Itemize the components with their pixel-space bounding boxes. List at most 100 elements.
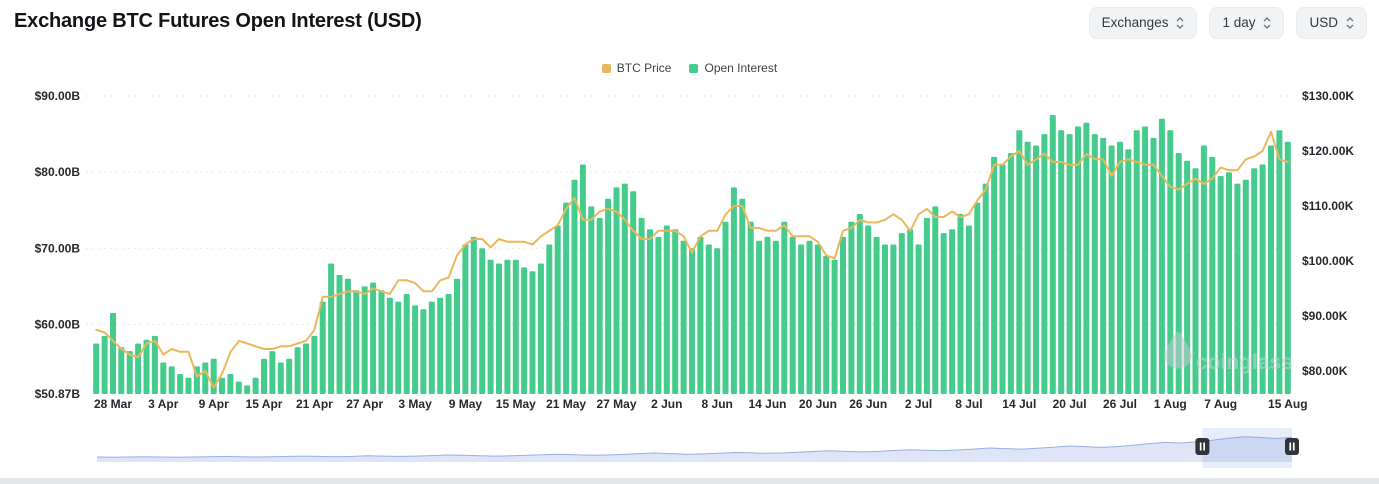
navigator-handle-right[interactable] — [1285, 438, 1299, 455]
open-interest-bar[interactable] — [680, 240, 687, 394]
open-interest-bar[interactable] — [252, 377, 259, 394]
open-interest-bar[interactable] — [277, 362, 284, 395]
open-interest-bar[interactable] — [328, 263, 335, 395]
open-interest-bar[interactable] — [1142, 126, 1149, 395]
open-interest-bar[interactable] — [1268, 145, 1274, 395]
open-interest-bar[interactable] — [1066, 134, 1073, 394]
open-interest-bar[interactable] — [395, 301, 402, 394]
open-interest-bar[interactable] — [848, 221, 855, 394]
open-interest-bar[interactable] — [1192, 168, 1199, 394]
open-interest-bar[interactable] — [957, 214, 964, 394]
main-chart-area[interactable]: coinglass $90.00B $80.00B $70.00B $60.00B $50… — [0, 88, 1379, 429]
open-interest-bar[interactable] — [663, 225, 670, 395]
open-interest-bar[interactable] — [1083, 122, 1090, 394]
navigator-selection[interactable] — [1202, 428, 1292, 468]
open-interest-bar[interactable] — [311, 335, 318, 394]
open-interest-bar[interactable] — [420, 309, 427, 394]
open-interest-bar[interactable] — [1167, 130, 1174, 395]
open-interest-bar[interactable] — [1117, 141, 1123, 394]
interval-dropdown[interactable]: 1 day — [1209, 7, 1285, 40]
navigator-area[interactable] — [97, 436, 1292, 462]
chart-navigator[interactable] — [0, 428, 1379, 473]
open-interest-bar[interactable] — [361, 286, 368, 394]
open-interest-bar[interactable] — [630, 191, 637, 394]
open-interest-bar[interactable] — [1125, 149, 1132, 394]
open-interest-bar[interactable] — [923, 217, 930, 394]
open-interest-bar[interactable] — [168, 366, 175, 394]
open-interest-bar[interactable] — [865, 225, 872, 395]
open-interest-bar[interactable] — [1234, 183, 1241, 394]
open-interest-bar[interactable] — [386, 297, 393, 394]
open-interest-bar[interactable] — [915, 244, 922, 395]
open-interest-bar[interactable] — [840, 236, 846, 394]
open-interest-bar[interactable] — [1033, 145, 1039, 395]
open-interest-bar[interactable] — [1209, 156, 1216, 394]
open-interest-bar[interactable] — [496, 263, 502, 395]
open-interest-bar[interactable] — [1049, 115, 1056, 394]
open-interest-bar[interactable] — [1226, 172, 1232, 394]
open-interest-bar[interactable] — [336, 275, 343, 394]
open-interest-bar[interactable] — [579, 164, 586, 395]
open-interest-bar[interactable] — [1100, 137, 1107, 394]
open-interest-bar[interactable] — [739, 198, 746, 394]
open-interest-bar[interactable] — [697, 236, 704, 394]
open-interest-bar[interactable] — [596, 217, 603, 394]
open-interest-bar[interactable] — [1251, 168, 1258, 394]
open-interest-bar[interactable] — [1242, 179, 1249, 394]
open-interest-bar[interactable] — [772, 240, 779, 394]
open-interest-bar[interactable] — [705, 244, 712, 395]
open-interest-bar[interactable] — [974, 202, 981, 394]
open-interest-bar[interactable] — [454, 278, 460, 394]
open-interest-bar[interactable] — [521, 267, 528, 394]
open-interest-bar[interactable] — [319, 301, 326, 394]
open-interest-bar[interactable] — [932, 206, 939, 394]
open-interest-bar[interactable] — [1184, 160, 1191, 394]
open-interest-bar[interactable] — [873, 236, 880, 394]
open-interest-bar[interactable] — [1284, 141, 1291, 394]
open-interest-bar[interactable] — [269, 351, 276, 394]
open-interest-bar[interactable] — [823, 255, 830, 394]
open-interest-bar[interactable] — [462, 244, 469, 395]
open-interest-bar[interactable] — [982, 183, 989, 394]
open-interest-bar[interactable] — [487, 259, 494, 394]
open-interest-bar[interactable] — [235, 381, 242, 394]
open-interest-bar[interactable] — [143, 339, 150, 394]
navigator-handle-left[interactable] — [1195, 438, 1210, 455]
open-interest-bar[interactable] — [831, 259, 838, 394]
open-interest-bar[interactable] — [202, 362, 209, 395]
open-interest-bar[interactable] — [672, 229, 679, 394]
open-interest-bar[interactable] — [1200, 145, 1207, 395]
open-interest-bar[interactable] — [126, 351, 133, 394]
open-interest-bar[interactable] — [781, 221, 788, 394]
open-interest-bar[interactable] — [882, 244, 888, 395]
open-interest-bar[interactable] — [537, 263, 544, 395]
open-interest-bar[interactable] — [110, 313, 116, 394]
legend-item-btc-price[interactable]: BTC Price — [601, 61, 671, 75]
open-interest-bar[interactable] — [1024, 141, 1031, 394]
open-interest-bar[interactable] — [428, 301, 435, 394]
open-interest-bar[interactable] — [1276, 130, 1283, 395]
open-interest-bar[interactable] — [1133, 130, 1140, 395]
open-interest-bar[interactable] — [177, 374, 184, 394]
open-interest-bar[interactable] — [93, 343, 100, 395]
open-interest-bar[interactable] — [353, 290, 360, 394]
open-interest-bar[interactable] — [479, 248, 486, 394]
open-interest-bar[interactable] — [303, 343, 309, 395]
open-interest-bar[interactable] — [219, 377, 225, 394]
open-interest-bar[interactable] — [1007, 153, 1014, 394]
open-interest-bar[interactable] — [1016, 130, 1023, 395]
open-interest-bar[interactable] — [890, 244, 897, 395]
open-interest-bar[interactable] — [378, 290, 385, 394]
open-interest-bar[interactable] — [185, 377, 192, 394]
open-interest-bar[interactable] — [261, 358, 267, 394]
open-interest-bar[interactable] — [151, 335, 158, 394]
open-interest-bar[interactable] — [445, 294, 452, 394]
open-interest-bar[interactable] — [756, 240, 763, 394]
open-interest-bar[interactable] — [470, 236, 477, 394]
open-interest-bar[interactable] — [437, 297, 444, 394]
open-interest-bar[interactable] — [101, 335, 108, 394]
open-interest-bar[interactable] — [730, 187, 737, 394]
open-interest-bar[interactable] — [814, 244, 821, 395]
open-interest-bar[interactable] — [286, 358, 293, 394]
open-interest-bar[interactable] — [504, 259, 511, 394]
